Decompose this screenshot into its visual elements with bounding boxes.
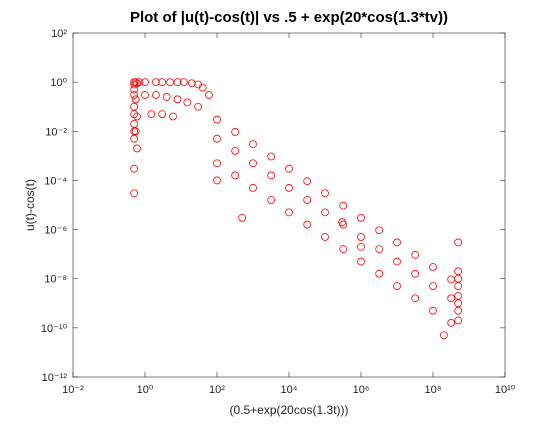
point [321, 208, 329, 217]
point [321, 233, 329, 241]
x-tick-label: 10² [209, 384, 225, 396]
point [285, 164, 293, 173]
point [454, 238, 463, 247]
point [357, 257, 365, 266]
point [393, 257, 401, 266]
x-axis-label: (0.5+exp(20cos(1.3t))) [229, 403, 348, 417]
point [187, 79, 196, 88]
point [205, 91, 213, 99]
point [130, 164, 139, 173]
point [194, 102, 203, 111]
point [267, 171, 276, 180]
y-tick-label: 10⁻¹⁰ [41, 323, 68, 335]
point [303, 196, 312, 204]
point [179, 78, 188, 87]
point [238, 213, 247, 222]
point [158, 110, 167, 119]
y-tick-label: 10² [51, 28, 67, 40]
point [213, 134, 221, 143]
point [454, 306, 463, 315]
point [231, 128, 240, 136]
x-tick-label: 10⁸ [425, 384, 442, 396]
point [133, 144, 141, 153]
point [231, 171, 240, 180]
point [249, 140, 257, 149]
x-tick-label: 10⁶ [353, 384, 370, 396]
point [213, 176, 221, 185]
point [375, 269, 384, 278]
point [135, 78, 144, 87]
x-tick-label: 10⁻² [62, 384, 84, 396]
point [169, 112, 177, 121]
point [131, 127, 140, 136]
point [393, 238, 401, 247]
point [303, 220, 312, 229]
point [231, 146, 240, 155]
point [375, 245, 384, 254]
point [411, 250, 420, 259]
point [183, 98, 192, 107]
point [198, 83, 207, 92]
y-tick-label: 10⁻⁶ [44, 225, 67, 237]
point [357, 213, 365, 222]
plot-area [72, 32, 506, 378]
point [411, 269, 420, 278]
point [130, 134, 139, 143]
point [393, 282, 401, 291]
point [285, 183, 293, 192]
chart-title: Plot of |u(t)-cos(t)| vs .5 + exp(20*cos… [130, 9, 448, 26]
y-tick-label: 10⁻⁸ [44, 274, 67, 286]
point [213, 159, 221, 168]
point [285, 208, 293, 217]
point [249, 159, 257, 168]
point [447, 294, 456, 303]
point [267, 196, 276, 204]
point [454, 316, 463, 325]
x-tick-label: 10⁰ [137, 384, 154, 396]
point [429, 263, 437, 271]
point [130, 85, 139, 94]
point [213, 115, 221, 124]
point [375, 226, 384, 235]
point [249, 183, 257, 192]
point [357, 242, 365, 251]
point [158, 78, 167, 87]
point [173, 78, 182, 87]
point [151, 91, 160, 99]
point [130, 189, 139, 198]
point [267, 152, 276, 161]
point [429, 306, 437, 315]
point [454, 282, 463, 291]
point [339, 201, 348, 210]
y-tick-label: 10⁻⁴ [44, 175, 67, 187]
x-tick-label: 10⁴ [281, 384, 298, 396]
y-tick-label: 10⁻¹² [42, 372, 68, 384]
point [338, 218, 347, 227]
point [321, 189, 329, 198]
point [439, 331, 448, 340]
point [141, 91, 149, 99]
point [357, 233, 365, 241]
point [411, 294, 420, 303]
point [173, 95, 182, 104]
y-tick-label: 10⁻² [45, 126, 67, 138]
point [131, 95, 140, 104]
point [130, 91, 139, 99]
y-tick-label: 10⁰ [50, 77, 67, 89]
point [429, 282, 437, 291]
point [151, 78, 160, 87]
point [130, 110, 139, 119]
y-axis-label: u(t)-cos(t) [23, 179, 37, 231]
x-tick-label: 10¹⁰ [495, 384, 516, 396]
point [339, 245, 348, 254]
point [131, 78, 140, 87]
point [303, 177, 312, 185]
point [162, 93, 171, 101]
point [141, 78, 149, 87]
point [447, 318, 456, 327]
point [147, 110, 156, 119]
point [133, 112, 141, 121]
